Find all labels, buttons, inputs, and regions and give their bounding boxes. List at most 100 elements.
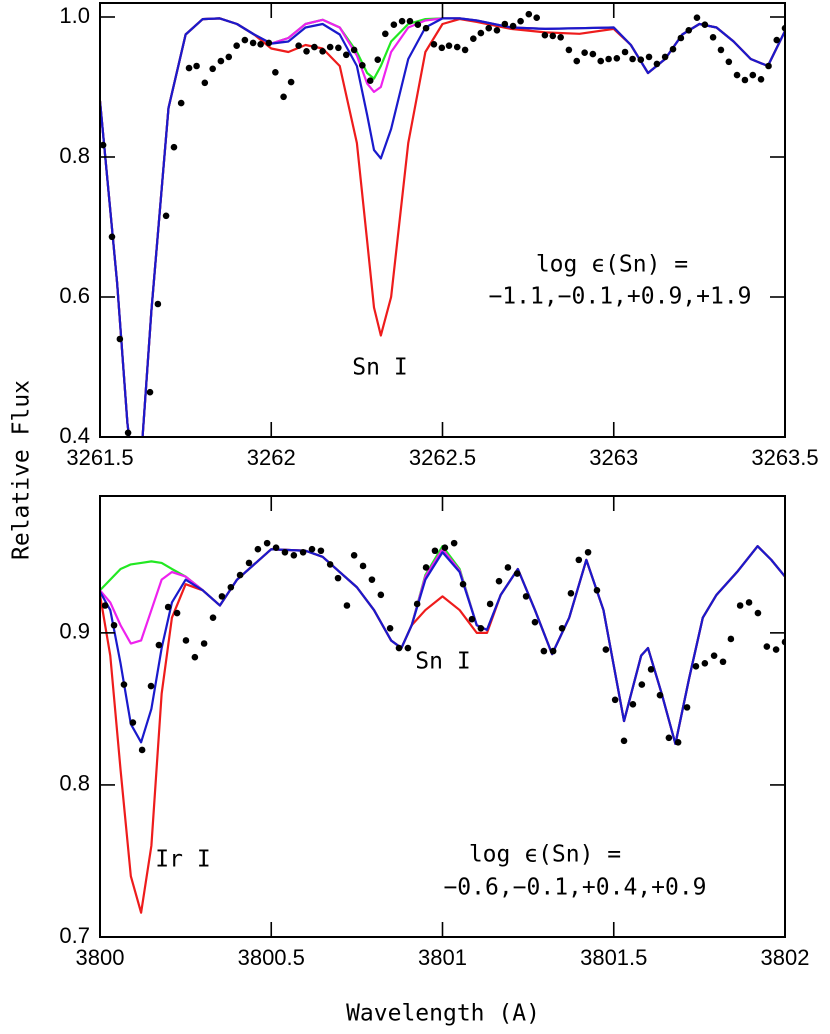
observed-point <box>236 571 244 579</box>
observed-point <box>366 77 374 84</box>
observed-point <box>757 76 765 83</box>
observed-point <box>334 574 342 582</box>
observed-point <box>549 647 557 655</box>
observed-point <box>147 682 155 690</box>
observed-point <box>257 41 264 48</box>
observed-point <box>581 49 588 56</box>
model-spectrum <box>100 17 785 437</box>
observed-point <box>201 79 209 87</box>
observed-point <box>287 78 295 86</box>
observed-point <box>674 739 682 746</box>
observed-point <box>513 570 521 577</box>
observed-point <box>398 17 406 25</box>
observed-point <box>525 10 533 18</box>
observed-point <box>736 602 744 609</box>
observed-point <box>382 30 389 38</box>
observed-point <box>295 42 302 49</box>
y-tick-label: 0.8 <box>59 771 90 796</box>
y-tick-label: 1.0 <box>59 3 90 28</box>
observed-point <box>265 39 273 47</box>
observed-point <box>495 577 503 585</box>
observed-point <box>438 44 446 52</box>
observed-point <box>772 646 780 653</box>
observed-point <box>317 547 325 555</box>
observed-point <box>638 681 646 688</box>
observed-point <box>468 615 476 623</box>
observed-point <box>593 586 601 594</box>
observed-point <box>613 55 621 62</box>
annotation: log ϵ(Sn) = <box>469 842 621 868</box>
observed-point <box>319 48 326 55</box>
observed-point <box>717 46 725 54</box>
observed-point <box>233 42 240 49</box>
x-tick-label: 3262.5 <box>409 445 476 470</box>
observed-point <box>725 58 733 66</box>
observed-point <box>272 544 280 552</box>
observed-point <box>745 599 753 606</box>
observed-point <box>565 46 573 54</box>
observed-point <box>445 42 453 49</box>
observed-point <box>573 57 581 65</box>
observed-point <box>754 609 762 617</box>
observed-point <box>685 27 693 34</box>
observed-point <box>763 643 771 650</box>
plot-area <box>100 10 785 437</box>
observed-point <box>124 429 132 437</box>
observed-point <box>533 14 540 21</box>
observed-point <box>741 76 749 84</box>
observed-point <box>661 53 669 61</box>
observed-point <box>430 41 438 48</box>
model-spectrum <box>100 545 785 745</box>
observed-point <box>693 14 701 21</box>
observed-point <box>517 17 524 25</box>
observed-point <box>749 71 757 79</box>
observed-point <box>637 56 645 63</box>
observed-point <box>303 48 310 55</box>
annotation: −1.1,−0.1,+0.9,+1.9 <box>488 284 751 310</box>
observed-point <box>589 50 597 58</box>
x-tick-label: 3263.5 <box>751 445 818 470</box>
observed-point <box>647 666 655 673</box>
observed-point <box>575 556 583 564</box>
observed-point <box>209 65 216 73</box>
x-tick-label: 3801.5 <box>580 945 647 970</box>
observed-point <box>177 99 185 107</box>
observed-point <box>272 69 279 76</box>
observed-point <box>669 45 677 53</box>
observed-point <box>677 34 685 42</box>
y-tick-label: 0.6 <box>59 283 90 308</box>
observed-point <box>653 60 661 68</box>
observed-point <box>422 564 430 571</box>
observed-point <box>162 212 170 220</box>
observed-point <box>701 21 709 29</box>
observed-point <box>218 593 226 600</box>
observed-point <box>733 71 741 79</box>
y-tick-label: 0.9 <box>59 619 90 644</box>
y-axis-label: Relative Flux <box>9 380 35 560</box>
observed-point <box>368 576 376 583</box>
model-spectrum <box>100 17 785 437</box>
observed-point <box>645 53 653 61</box>
observed-point <box>459 580 467 588</box>
observed-point <box>350 552 358 559</box>
observed-point <box>450 539 458 547</box>
observed-point <box>531 618 539 626</box>
observed-point <box>185 64 193 72</box>
observed-point <box>120 681 128 688</box>
observed-point <box>406 17 414 25</box>
observed-point <box>710 652 718 659</box>
observed-point <box>665 734 673 742</box>
observed-point <box>549 32 557 40</box>
observed-point <box>486 600 494 608</box>
observed-point <box>602 646 610 653</box>
annotation: Sn I <box>352 355 407 381</box>
x-tick-label: 3262 <box>247 445 296 470</box>
x-axis-label: Wavelength (A) <box>346 1001 540 1027</box>
observed-point <box>227 583 235 591</box>
observed-point <box>431 547 439 555</box>
observed-point <box>110 621 118 629</box>
observed-point <box>377 591 385 599</box>
observed-point <box>326 43 334 51</box>
observed-point <box>692 663 700 670</box>
